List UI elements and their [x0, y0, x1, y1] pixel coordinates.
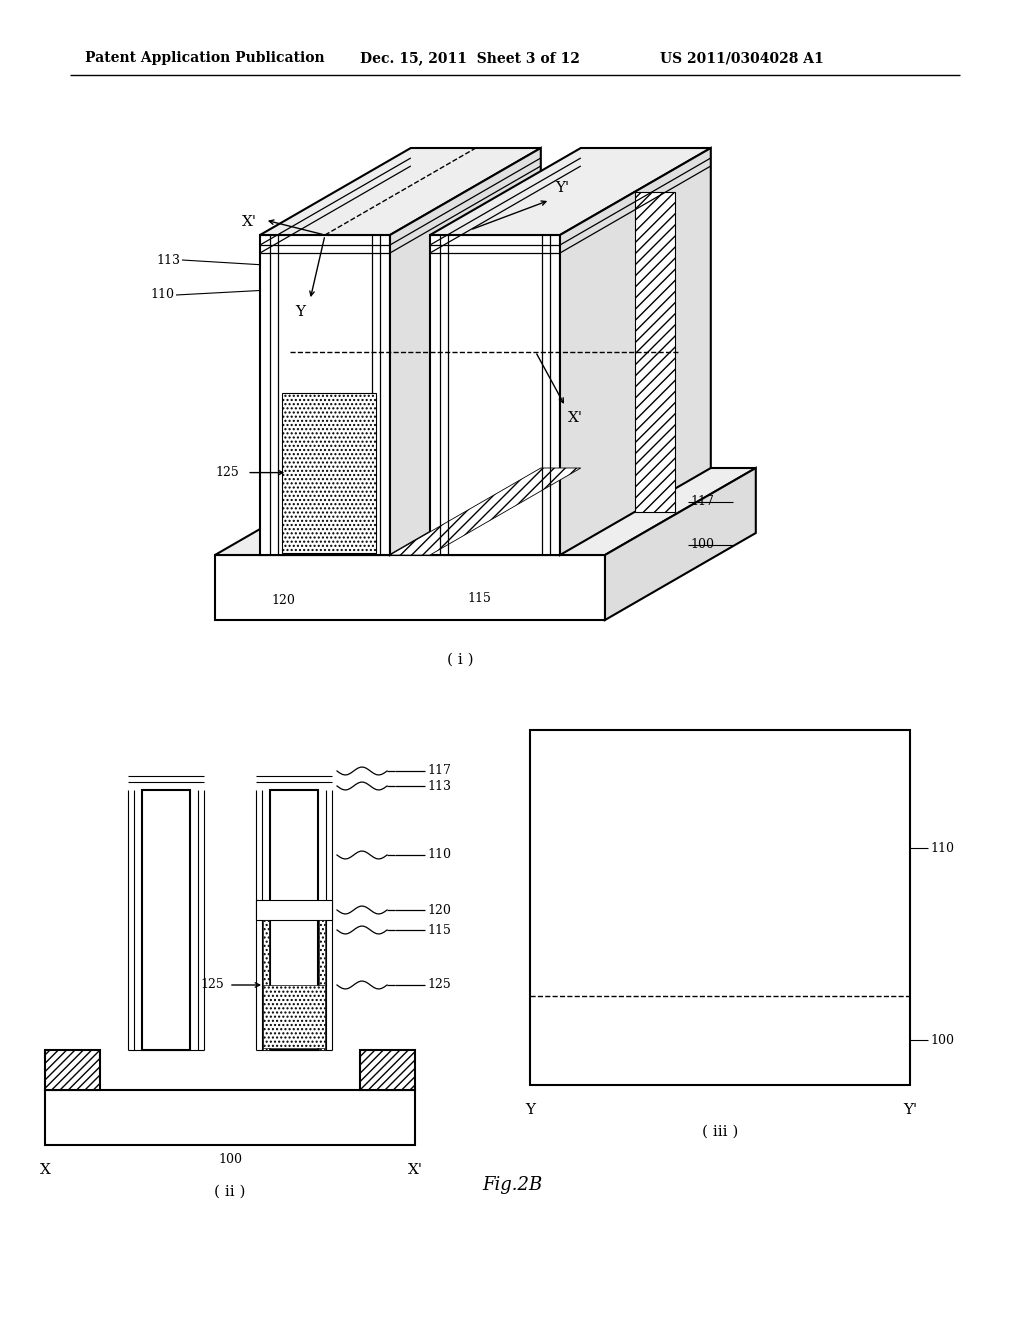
- Polygon shape: [45, 1090, 415, 1144]
- Polygon shape: [560, 148, 711, 554]
- Text: Dec. 15, 2011  Sheet 3 of 12: Dec. 15, 2011 Sheet 3 of 12: [360, 51, 580, 65]
- Text: 110: 110: [427, 849, 451, 862]
- Polygon shape: [142, 789, 190, 1049]
- Text: 100: 100: [690, 539, 715, 550]
- Polygon shape: [390, 148, 541, 554]
- Text: 115: 115: [427, 924, 451, 936]
- Text: X': X': [408, 1163, 423, 1177]
- Text: ( iii ): ( iii ): [701, 1125, 738, 1139]
- Polygon shape: [263, 920, 269, 1049]
- Text: Y': Y': [555, 181, 569, 195]
- Polygon shape: [45, 1049, 100, 1090]
- Text: 115: 115: [467, 591, 492, 605]
- Text: ( ii ): ( ii ): [214, 1185, 246, 1199]
- Text: X': X': [568, 412, 584, 425]
- Polygon shape: [215, 469, 756, 554]
- Polygon shape: [390, 469, 581, 554]
- Text: 113: 113: [156, 253, 180, 267]
- Polygon shape: [215, 554, 605, 620]
- Text: 125: 125: [215, 466, 240, 479]
- Polygon shape: [430, 235, 560, 554]
- Text: 113: 113: [427, 780, 451, 792]
- Text: 117: 117: [690, 495, 715, 508]
- Polygon shape: [256, 900, 332, 920]
- Text: Y': Y': [903, 1104, 918, 1117]
- Polygon shape: [530, 730, 910, 1085]
- Polygon shape: [605, 469, 756, 620]
- Text: 125: 125: [427, 978, 451, 991]
- Text: X': X': [242, 215, 257, 228]
- Text: 125: 125: [201, 978, 224, 991]
- Text: 120: 120: [427, 903, 451, 916]
- Text: Patent Application Publication: Patent Application Publication: [85, 51, 325, 65]
- Text: Fig.2B: Fig.2B: [482, 1176, 542, 1195]
- Text: 100: 100: [930, 1034, 954, 1047]
- Text: Y: Y: [295, 305, 305, 319]
- Polygon shape: [430, 148, 711, 235]
- Polygon shape: [260, 148, 541, 235]
- Polygon shape: [270, 789, 318, 1049]
- Text: 117: 117: [427, 764, 451, 777]
- Polygon shape: [260, 235, 390, 554]
- Polygon shape: [360, 1049, 415, 1090]
- Polygon shape: [283, 392, 376, 553]
- Text: 120: 120: [271, 594, 295, 606]
- Polygon shape: [263, 985, 325, 1048]
- Text: 100: 100: [218, 1152, 242, 1166]
- Text: 110: 110: [150, 289, 174, 301]
- Polygon shape: [636, 191, 676, 511]
- Text: ( i ): ( i ): [446, 653, 473, 667]
- Text: X: X: [40, 1163, 50, 1177]
- Text: Y: Y: [525, 1104, 535, 1117]
- Text: 110: 110: [930, 842, 954, 854]
- Text: US 2011/0304028 A1: US 2011/0304028 A1: [660, 51, 823, 65]
- Polygon shape: [319, 920, 325, 1049]
